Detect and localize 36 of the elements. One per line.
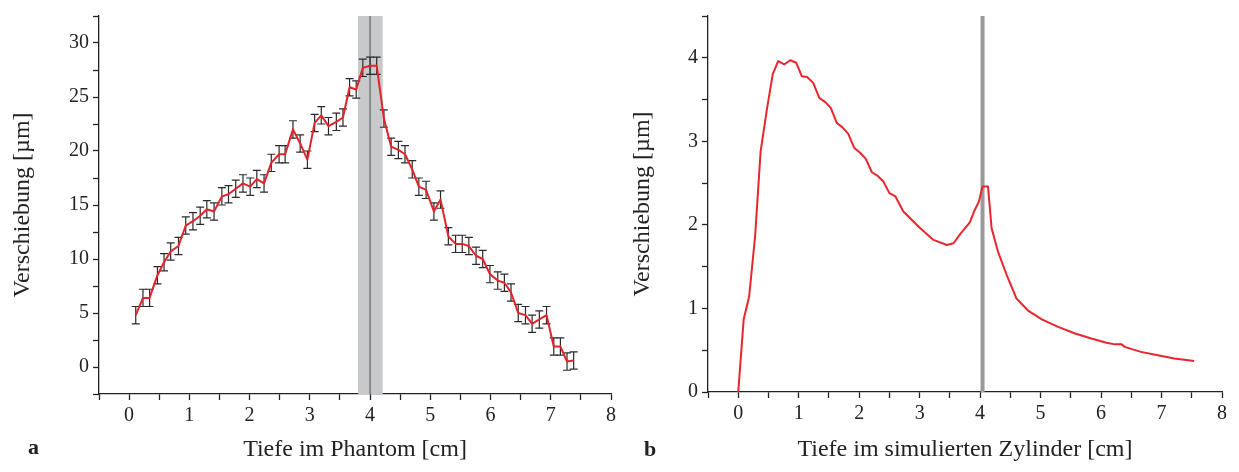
- x-axis-title: Tiefe im Phantom [cm]: [243, 434, 467, 461]
- y-tick-label: 2: [688, 212, 698, 235]
- x-tick-label: 8: [606, 403, 616, 426]
- y-axis-title: Verschiebung [µm]: [627, 111, 654, 297]
- x-axis-title: Tiefe im simulierten Zylinder [cm]: [797, 434, 1133, 461]
- x-tick-label: 1: [184, 403, 195, 426]
- x-tick-label: 2: [244, 403, 255, 426]
- y-axis-title: Verschiebung [µm]: [7, 112, 34, 298]
- x-tick-label: 5: [425, 403, 436, 426]
- x-tick-label: 0: [733, 401, 744, 424]
- x-tick-label: 4: [365, 403, 376, 426]
- x-tick-label: 0: [124, 403, 135, 426]
- x-tick-label: 3: [914, 401, 925, 424]
- y-tick-label: 15: [69, 192, 89, 215]
- x-tick-label: 5: [1035, 401, 1046, 424]
- y-tick-label: 1: [688, 295, 698, 318]
- y-tick-label: 5: [79, 300, 89, 323]
- y-tick-label: 0: [688, 379, 698, 402]
- y-tick-label: 25: [69, 84, 89, 107]
- text: a: [28, 434, 39, 460]
- x-tick-label: 6: [485, 403, 496, 426]
- text: b: [644, 436, 657, 462]
- x-tick-label: 3: [304, 403, 315, 426]
- y-tick-label: 10: [69, 246, 89, 269]
- x-tick-label: 1: [793, 401, 804, 424]
- x-tick-label: 7: [545, 403, 556, 426]
- x-tick-label: 2: [854, 401, 865, 424]
- y-tick-label: 4: [688, 45, 698, 68]
- y-tick-label: 0: [79, 354, 89, 377]
- x-tick-label: 6: [1096, 401, 1107, 424]
- y-tick-label: 20: [69, 138, 89, 161]
- x-tick-label: 4: [975, 401, 986, 424]
- y-tick-label: 3: [688, 128, 698, 151]
- x-tick-label: 7: [1156, 401, 1167, 424]
- y-tick-label: 30: [69, 30, 89, 53]
- x-tick-label: 8: [1217, 401, 1227, 424]
